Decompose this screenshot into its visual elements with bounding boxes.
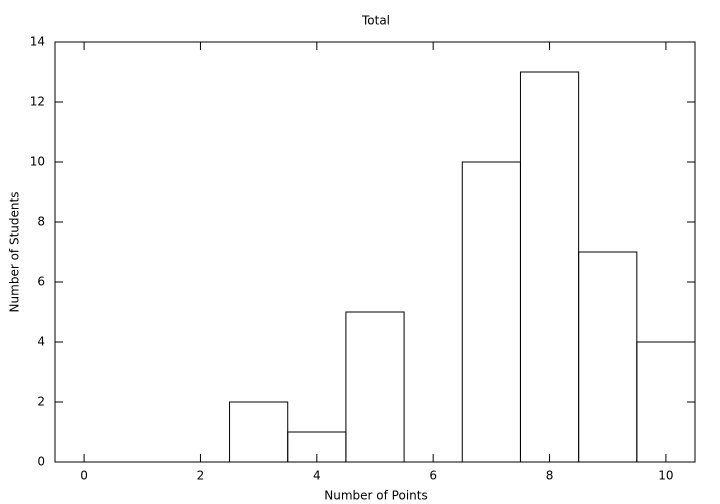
chart-title: Total xyxy=(361,14,390,28)
y-tick-label: 4 xyxy=(37,335,45,349)
x-tick-label: 2 xyxy=(197,469,205,483)
bar xyxy=(345,311,405,463)
bar xyxy=(636,341,696,463)
y-axis-label: Number of Students xyxy=(8,192,22,313)
x-tick-label: 10 xyxy=(658,469,673,483)
x-axis-label: Number of Points xyxy=(324,489,427,503)
y-tick-label: 6 xyxy=(37,275,45,289)
x-tick-label: 4 xyxy=(313,469,321,483)
bar xyxy=(461,161,521,463)
y-tick-label: 12 xyxy=(30,95,45,109)
x-tick-label: 0 xyxy=(80,469,88,483)
y-tick-label: 10 xyxy=(30,155,45,169)
bar xyxy=(229,401,289,463)
y-tick-label: 8 xyxy=(37,215,45,229)
bar xyxy=(519,71,580,463)
bar xyxy=(578,251,638,463)
y-tick-label: 14 xyxy=(30,35,45,49)
x-tick-label: 6 xyxy=(429,469,437,483)
y-tick-label: 0 xyxy=(37,455,45,469)
y-tick-label: 2 xyxy=(37,395,45,409)
x-tick-label: 8 xyxy=(546,469,554,483)
